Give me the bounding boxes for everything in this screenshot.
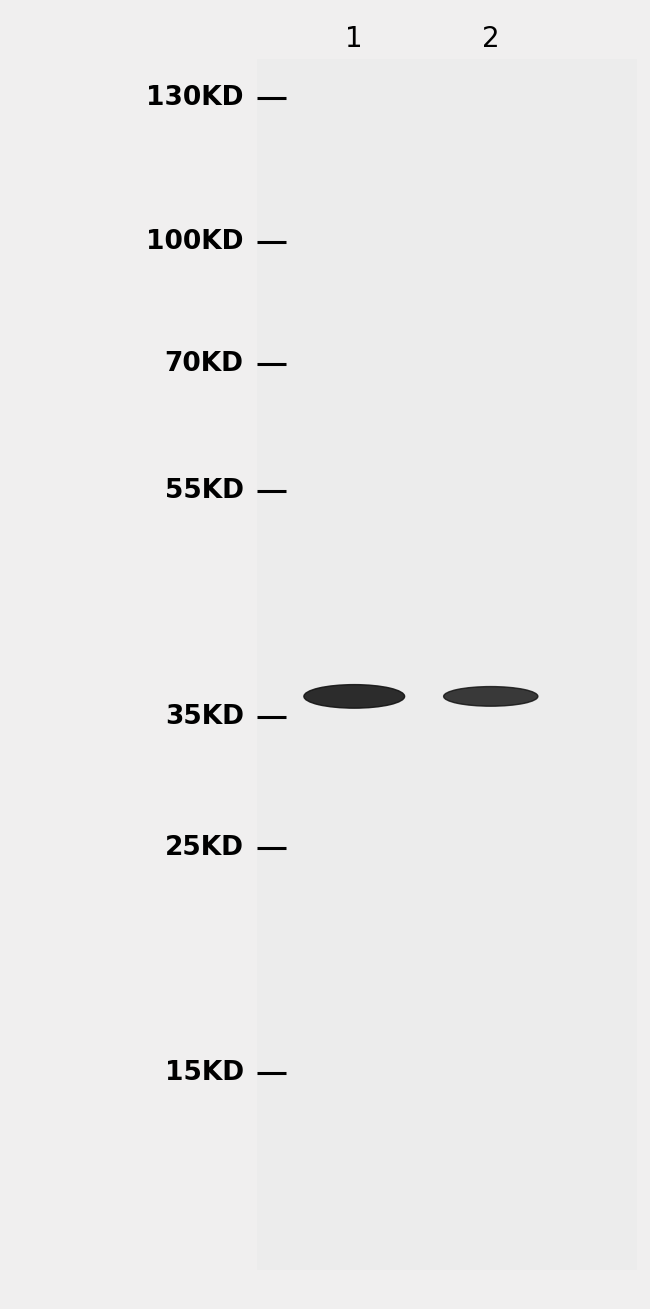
Text: 25KD: 25KD <box>164 835 244 861</box>
Text: 100KD: 100KD <box>146 229 244 255</box>
Text: 35KD: 35KD <box>164 704 244 730</box>
Bar <box>257 59 637 1270</box>
Text: 70KD: 70KD <box>164 351 244 377</box>
Text: 130KD: 130KD <box>146 85 244 111</box>
Text: 1: 1 <box>345 25 363 54</box>
Ellipse shape <box>443 686 538 707</box>
Ellipse shape <box>304 685 404 708</box>
Text: 15KD: 15KD <box>164 1060 244 1086</box>
Text: 2: 2 <box>482 25 500 54</box>
Text: 55KD: 55KD <box>164 478 244 504</box>
